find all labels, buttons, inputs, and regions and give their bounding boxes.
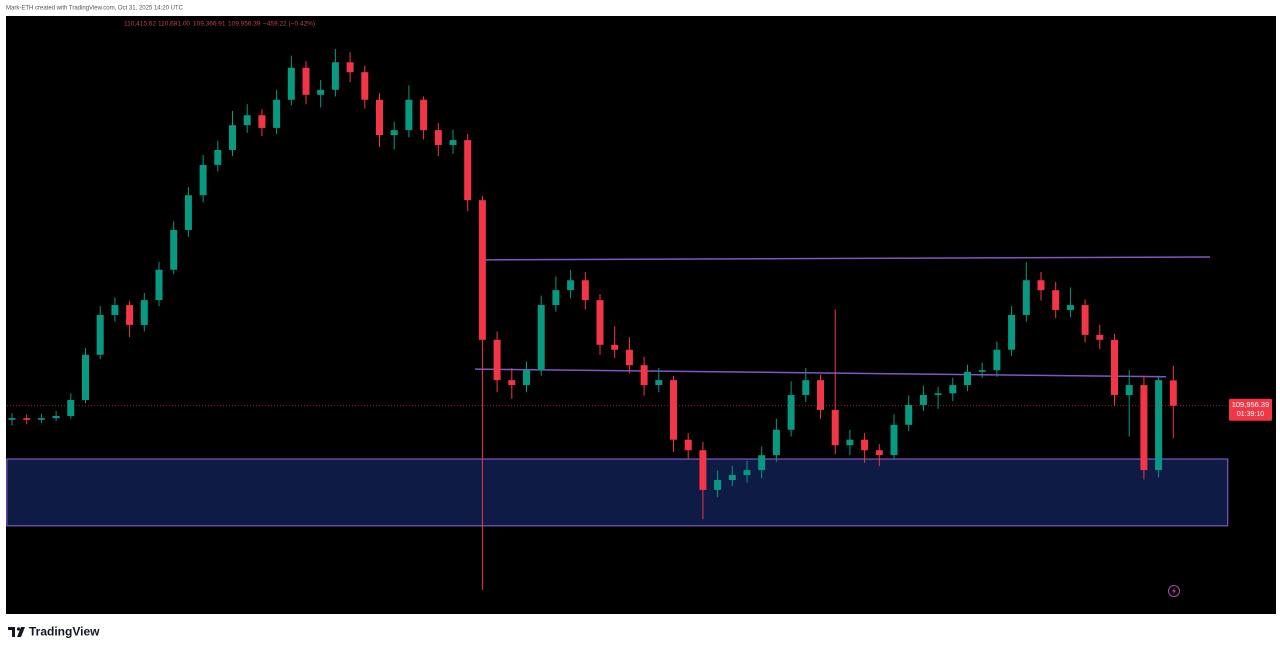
candle-body: [67, 399, 75, 416]
candle-body: [581, 280, 589, 301]
candle-body: [317, 89, 325, 95]
candle-body: [714, 480, 722, 490]
candle-body: [802, 380, 810, 396]
candle-body: [772, 429, 780, 456]
candle-body: [346, 62, 354, 73]
candle-body: [655, 380, 663, 386]
candle-body: [258, 115, 266, 128]
candle-body: [596, 300, 604, 345]
candle-body: [493, 339, 501, 381]
candle-body: [126, 305, 134, 325]
candle-body: [508, 380, 516, 386]
candle-body: [331, 62, 339, 90]
candle-body: [478, 200, 486, 340]
candle-body: [743, 470, 751, 476]
candle-body: [846, 439, 854, 446]
candle-body: [390, 130, 398, 136]
candle-body: [1066, 305, 1074, 311]
candle-body: [861, 439, 869, 451]
tradingview-logo: TradingView: [8, 625, 100, 639]
logo-text: TradingView: [29, 625, 100, 639]
candle-body: [287, 67, 295, 100]
ohlc-open: 110,415.62: [124, 21, 156, 28]
ohlc-change: −459.22 (−0.42%): [263, 21, 315, 28]
countdown-label: 01:39:10: [1237, 411, 1264, 418]
candle-body: [434, 130, 442, 146]
candle-body: [243, 115, 251, 126]
candle-body: [993, 349, 1001, 371]
candle-body: [949, 385, 957, 394]
candle-body: [684, 439, 692, 451]
candle-body: [376, 99, 383, 136]
candle-body: [964, 371, 971, 386]
lightning-icon: [1168, 585, 1180, 597]
candle-body: [96, 315, 104, 355]
candle-body: [537, 305, 545, 371]
candle-body: [464, 140, 472, 201]
plot: 109,956.39 01:39:10: [6, 49, 1272, 590]
candle-body: [184, 195, 192, 231]
candle-body: [934, 393, 942, 396]
candle-body: [82, 354, 89, 400]
ohlc-low: 109,366.91: [193, 21, 226, 28]
candle-body: [611, 344, 619, 350]
candle-body: [52, 415, 60, 419]
support-zone: [6, 458, 1229, 527]
candle-body: [361, 72, 369, 100]
candle-body: [875, 450, 883, 456]
ohlc-close: 109,956.39: [228, 21, 261, 28]
candle-body: [273, 99, 281, 128]
level-line: [475, 368, 1166, 378]
candle-body: [449, 140, 457, 146]
candle-body: [523, 370, 530, 386]
candle-body: [1096, 334, 1104, 340]
candle-body: [758, 455, 766, 471]
candle-body: [640, 365, 648, 386]
candle-body: [1037, 280, 1045, 291]
last-price-label: 109,956.39: [1232, 400, 1270, 409]
ohlc-high: 110,681.00: [158, 21, 190, 28]
candle-body: [37, 418, 45, 420]
candle-body: [1155, 380, 1163, 471]
candle-body: [919, 395, 927, 405]
candle-body: [229, 125, 236, 150]
candle-body: [1169, 380, 1177, 406]
candle-body: [1008, 315, 1016, 350]
level-line: [482, 256, 1211, 261]
candle-body: [214, 149, 222, 165]
candle-body: [670, 380, 677, 440]
candle-body: [552, 290, 560, 306]
candle-body: [1140, 385, 1148, 471]
candle-body: [140, 300, 148, 325]
candle-body: [625, 349, 633, 366]
candle-body: [170, 230, 178, 270]
candle-body: [1125, 385, 1133, 396]
last-price-tag: [1229, 398, 1272, 421]
candle-body: [1022, 280, 1030, 315]
candle-body: [817, 380, 824, 410]
candle-body: [1081, 305, 1089, 335]
candle-body: [787, 395, 795, 430]
candle-body: [199, 164, 207, 196]
candle-body: [905, 404, 913, 425]
candle-body: [23, 418, 31, 420]
candle-body: [405, 99, 413, 131]
candle-body: [420, 99, 428, 131]
candle-body: [890, 424, 898, 456]
candle-body: [1111, 339, 1118, 396]
candle-body: [1052, 290, 1060, 311]
candle-body: [978, 370, 986, 372]
candle-body: [831, 409, 839, 446]
candle-body: [728, 475, 736, 481]
candle-body: [699, 450, 707, 490]
ohlc-header: 110,415.62 110,681.00 109,366.91 109,956…: [124, 21, 315, 28]
candle-body: [8, 418, 16, 420]
candle-body: [302, 67, 310, 95]
candle-body: [155, 269, 163, 301]
candle-body: [111, 305, 119, 315]
candle-body: [567, 280, 575, 291]
credit: Mark-ETH created with TradingView.com, O…: [6, 6, 184, 12]
